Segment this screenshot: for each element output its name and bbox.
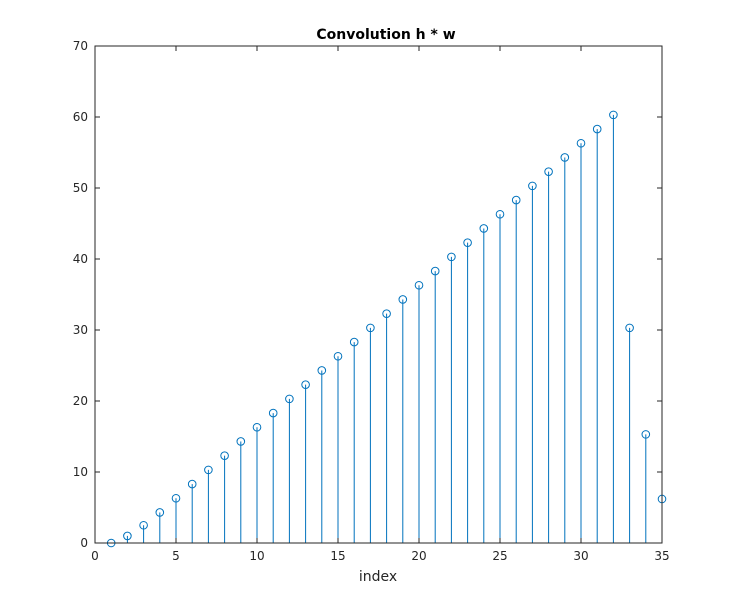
y-tick-label: 20 [73, 394, 88, 408]
stem-marker [301, 380, 310, 389]
stem-marker [220, 451, 229, 460]
stem-marker [366, 323, 375, 333]
stem-marker [463, 238, 472, 247]
stem-marker [155, 508, 165, 517]
y-tick-label: 30 [73, 323, 88, 337]
stem-marker [252, 422, 262, 432]
stem-marker [204, 465, 213, 475]
stem-marker [430, 266, 440, 276]
axis-ticks: 0 5 10 15 20 25 30 35 0 10 20 30 40 50 60 70 [73, 39, 670, 563]
stem-marker [317, 366, 327, 375]
stem-marker [414, 280, 424, 290]
stem-marker [382, 309, 391, 318]
x-tick-label: 25 [492, 549, 507, 563]
chart-title: Convolution h * w [316, 27, 455, 43]
x-tick-label: 35 [654, 549, 669, 563]
stem-marker [187, 479, 197, 489]
y-tick-label: 50 [73, 181, 88, 195]
stem-marker [609, 110, 618, 120]
stem-marker [528, 181, 537, 191]
stem-marker [495, 209, 505, 219]
stem-marker [171, 493, 181, 503]
stem-marker [236, 437, 246, 446]
stem-marker [268, 408, 278, 418]
x-tick-label: 5 [172, 549, 180, 563]
plot-box [94, 45, 663, 544]
stem-marker [560, 153, 570, 162]
stem-marker [123, 531, 132, 541]
stem-marker [544, 167, 553, 176]
y-tick-label: 60 [73, 110, 88, 124]
y-tick-label: 70 [73, 39, 88, 53]
x-tick-label: 20 [411, 549, 426, 563]
x-tick-label: 30 [573, 549, 588, 563]
stem-marker [479, 224, 489, 233]
y-tick-label: 10 [73, 465, 88, 479]
stem-marker [592, 124, 602, 134]
stem-marker [285, 394, 294, 404]
stem-series [106, 110, 667, 548]
stem-marker [398, 295, 408, 304]
x-tick-label: 0 [91, 549, 99, 563]
y-tick-label: 0 [80, 536, 88, 550]
stem-marker [641, 430, 651, 439]
stem-marker [349, 337, 359, 347]
stem-marker [625, 323, 634, 333]
x-tick-label: 10 [249, 549, 264, 563]
stem-marker [447, 252, 456, 262]
x-axis-label: index [359, 569, 397, 585]
stem-marker [511, 195, 521, 205]
y-tick-label: 40 [73, 252, 88, 266]
x-tick-label: 15 [330, 549, 345, 563]
stem-marker [139, 520, 148, 530]
stem-marker [333, 351, 343, 361]
stem-marker [576, 138, 586, 148]
